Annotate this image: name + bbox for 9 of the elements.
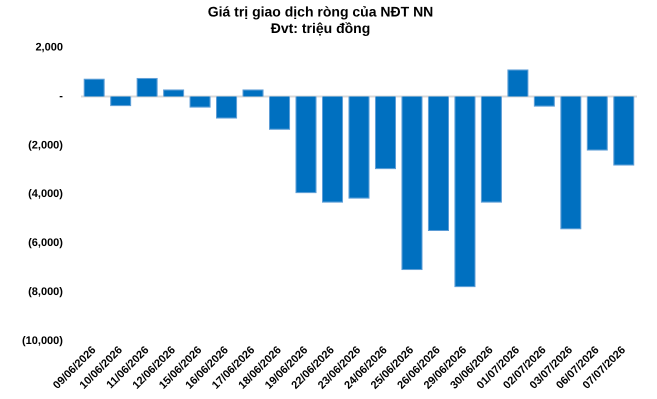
y-tick-label: (4,000) (28, 188, 64, 200)
y-tick-label: (6,000) (28, 237, 64, 250)
y-tick-label: - (59, 90, 64, 102)
y-tick-label: (2,000) (28, 139, 64, 152)
chart-subtitle: Đvt: triệu đồng (270, 20, 370, 36)
chart-title: Giá trị giao dịch ròng của NĐT NN (208, 3, 434, 20)
y-tick-label: (10,000) (22, 334, 64, 347)
y-tick-label: (8,000) (28, 286, 64, 298)
y-tick-label: 2,000 (35, 42, 63, 54)
